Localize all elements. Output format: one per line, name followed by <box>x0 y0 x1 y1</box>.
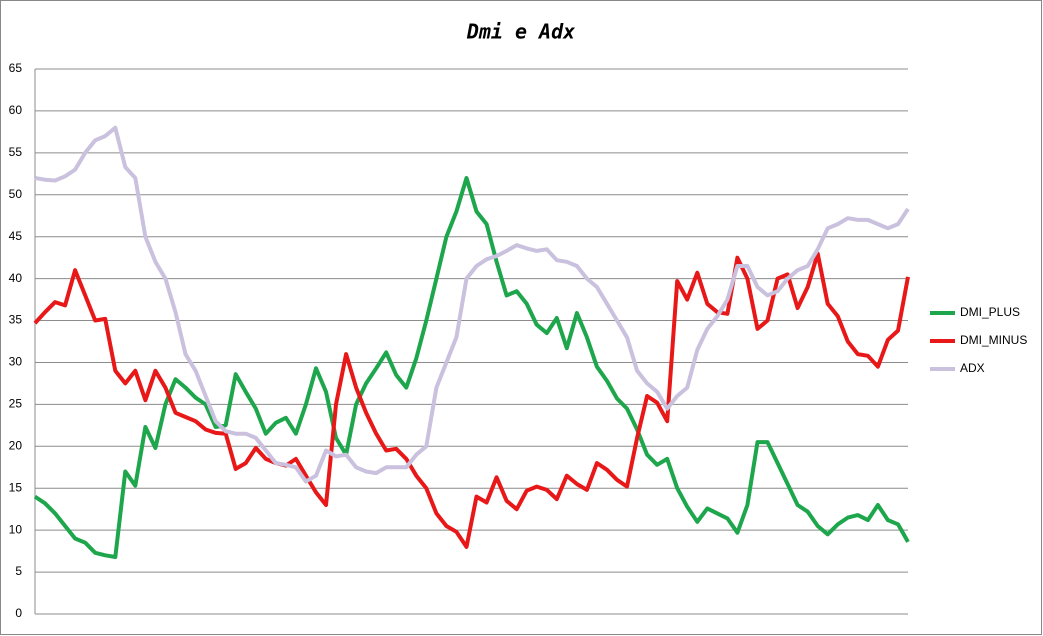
y-tick-label: 0 <box>15 606 22 620</box>
y-tick-label: 20 <box>9 438 23 452</box>
legend-label: DMI_PLUS <box>960 305 1020 319</box>
y-tick-label: 45 <box>9 229 23 243</box>
legend-label: DMI_MINUS <box>960 333 1027 347</box>
series-line <box>33 176 910 559</box>
y-tick-label: 30 <box>9 355 23 369</box>
y-tick-label: 55 <box>9 145 23 159</box>
y-tick-label: 10 <box>9 522 23 536</box>
y-tick-label: 65 <box>9 61 23 75</box>
legend-label: ADX <box>960 361 985 375</box>
y-tick-label: 25 <box>9 397 23 411</box>
y-tick-label: 15 <box>9 480 23 494</box>
y-tick-label: 35 <box>9 313 23 327</box>
chart-title: Dmi e Adx <box>466 20 575 44</box>
y-tick-label: 50 <box>9 187 23 201</box>
series-line <box>34 125 910 484</box>
y-tick-label: 5 <box>15 564 22 578</box>
y-tick-label: 40 <box>9 271 23 285</box>
series-line <box>33 251 910 549</box>
y-tick-label: 60 <box>9 103 23 117</box>
